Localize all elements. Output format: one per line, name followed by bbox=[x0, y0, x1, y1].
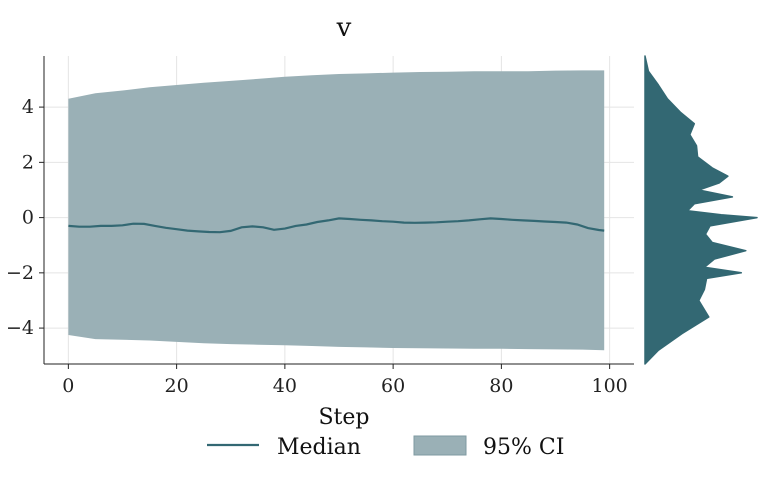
x-tick-label: 100 bbox=[592, 375, 628, 397]
x-tick-label: 20 bbox=[165, 375, 189, 397]
x-tick-label: 80 bbox=[489, 375, 513, 397]
chart-title: v bbox=[336, 13, 352, 43]
legend-ci-swatch bbox=[413, 435, 467, 456]
y-tick-label: 0 bbox=[22, 207, 34, 229]
x-tick-label: 40 bbox=[273, 375, 297, 397]
x-tick-label: 0 bbox=[62, 375, 74, 397]
legend-median-label: Median bbox=[277, 435, 361, 460]
x-axis-label: Step bbox=[318, 405, 369, 430]
y-tick-label: 4 bbox=[22, 96, 34, 118]
legend-ci-label: 95% CI bbox=[483, 435, 564, 460]
legend: Median 95% CI bbox=[207, 435, 564, 460]
y-tick-label: 2 bbox=[22, 151, 34, 173]
y-tick-label: −2 bbox=[6, 262, 34, 284]
ci-band bbox=[68, 70, 605, 351]
x-tick-label: 60 bbox=[381, 375, 405, 397]
marginal-density bbox=[644, 55, 758, 365]
ticks: 0 20 40 60 80 100 −4 −2 0 2 4 bbox=[6, 96, 628, 397]
y-tick-label: −4 bbox=[6, 317, 34, 339]
median-line bbox=[68, 217, 605, 234]
